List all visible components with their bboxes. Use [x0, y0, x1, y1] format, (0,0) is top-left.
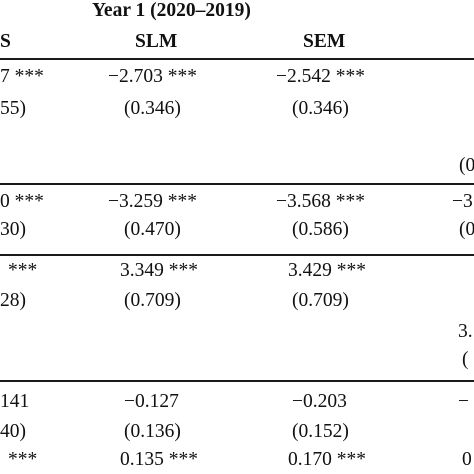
row4-slm-se: (0.136) [124, 421, 181, 442]
row1-left-value: 7 *** [0, 66, 44, 87]
row5-sem-value: 0.170 *** [288, 449, 366, 470]
row3-sem-se: (0.709) [292, 290, 349, 311]
col-header-sem: SEM [303, 31, 346, 52]
row4-right-fragment: − [458, 391, 469, 412]
row2-slm-value: −3.259 *** [108, 191, 197, 212]
row2-sem-se: (0.586) [292, 219, 349, 240]
row1-slm-se: (0.346) [124, 98, 181, 119]
row4-slm-value: −0.127 [124, 391, 179, 412]
row2-sem-value: −3.568 *** [276, 191, 365, 212]
row1-sem-se: (0.346) [292, 98, 349, 119]
row3-slm-value: 3.349 *** [120, 260, 198, 281]
row2-right-se-fragment: (0 [459, 219, 474, 240]
row4-sem-se: (0.152) [292, 421, 349, 442]
col-header-slm: SLM [135, 31, 178, 52]
row1-left-se: 55) [0, 98, 26, 119]
header-rule [0, 58, 474, 60]
row3-sem-value: 3.429 *** [288, 260, 366, 281]
row3-right-se-fragment: ( [462, 349, 469, 370]
row3-right-value-fragment: 3. [458, 321, 473, 342]
row2-left-value: 0 *** [0, 191, 44, 212]
row1-rule [0, 183, 474, 185]
row4-sem-value: −0.203 [292, 391, 347, 412]
row3-rule [0, 380, 474, 382]
row5-left-value: *** [8, 449, 38, 470]
row4-left-value: 141 [0, 391, 30, 412]
column-group-header: Year 1 (2020–2019) [92, 0, 251, 21]
col-header-ols-fragment: S [0, 31, 11, 52]
row1-slm-value: −2.703 *** [108, 66, 197, 87]
row2-rule [0, 254, 474, 256]
row5-right-fragment: 0 [462, 449, 472, 470]
row2-right-value-fragment: −3 [452, 191, 473, 212]
row3-slm-se: (0.709) [124, 290, 181, 311]
row1-sem-value: −2.542 *** [276, 66, 365, 87]
row2-slm-se: (0.470) [124, 219, 181, 240]
row5-slm-value: 0.135 *** [120, 449, 198, 470]
row2-left-se: 30) [0, 219, 26, 240]
row1-right-fragment: (0 [459, 155, 474, 176]
row3-left-value: *** [8, 260, 38, 281]
row4-left-se: 40) [0, 421, 26, 442]
row3-left-se: 28) [0, 290, 26, 311]
